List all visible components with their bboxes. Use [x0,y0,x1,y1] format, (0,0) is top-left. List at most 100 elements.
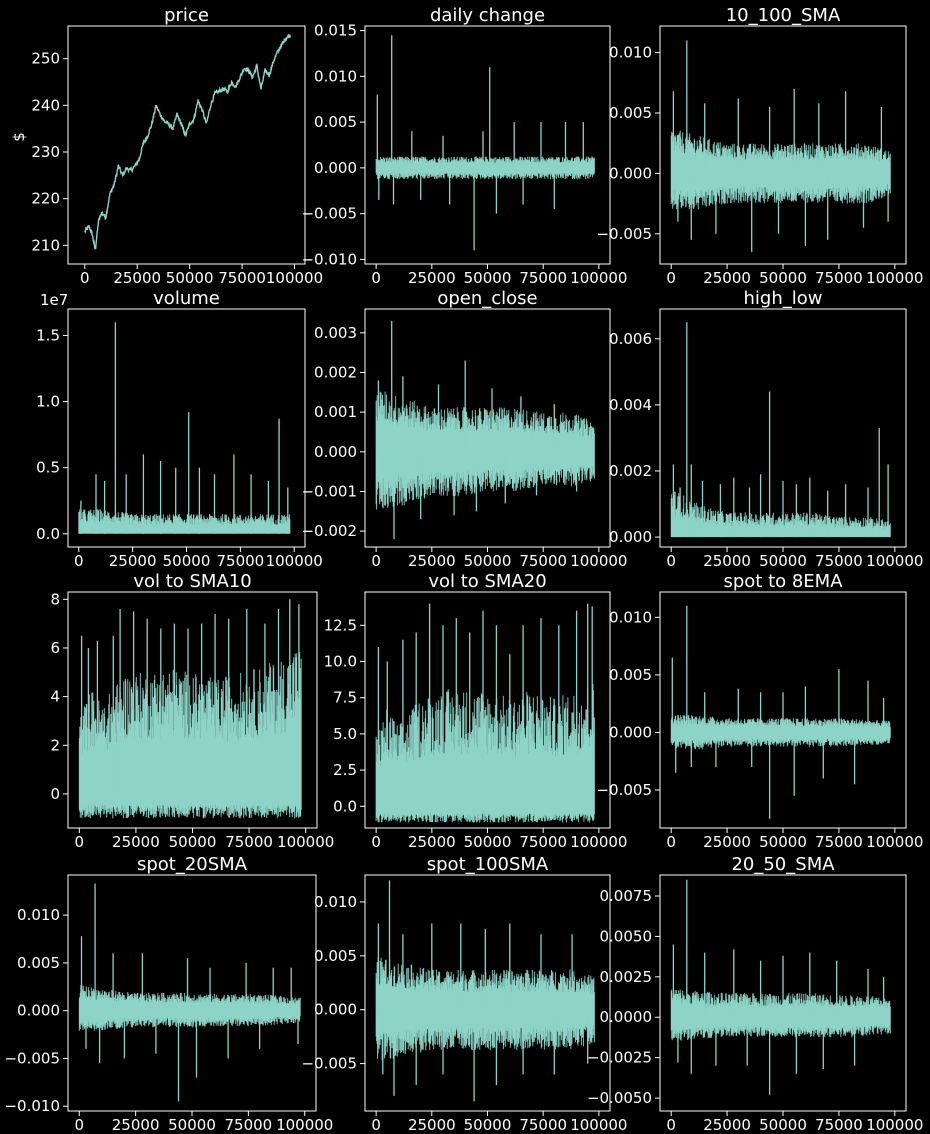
x-tick-label: 100000 [866,269,923,287]
subplot-title: 20_50_SMA [731,854,835,875]
y-tick-label: 0.003 [314,324,357,342]
y-tick-label: −0.005 [301,1055,357,1073]
y-tick-label: −0.005 [301,205,357,223]
subplot-title: daily change [430,5,545,26]
y-tick-label: 0.0025 [600,968,653,986]
y-tick-label: 6 [50,639,60,657]
y-tick-label: 1.0 [36,393,60,411]
subplot-5: 0 25000 50000 75000 100000 −0.002 −0.001 0.000 0… [301,288,627,570]
series-group [670,40,891,252]
x-tick-label: 75000 [519,269,567,287]
subplot-10: 0 25000 50000 75000 100000 −0.010 −0.005 0.000 0… [4,854,333,1134]
subplot-11: 0 25000 50000 75000 100000 −0.005 0.000 0.005 0.… [301,854,627,1134]
axes-frame [67,25,306,265]
series-group [670,605,891,819]
subplot-title: spot_20SMA [137,854,248,875]
subplot-title: high_low [744,288,823,309]
series-band [670,989,891,1041]
x-tick-label: 50000 [759,552,807,570]
y-tick-label: −0.0050 [587,1089,652,1107]
series-band [670,714,891,750]
x-tick-label: 50000 [163,552,211,570]
series-group [84,33,291,250]
x-tick-label: 100000 [570,833,627,851]
x-tick-label: 50000 [168,1116,216,1134]
y-tick-label: 0.000 [609,723,652,741]
x-tick-label: 100000 [276,1116,333,1134]
subplot-6: 0 25000 50000 75000 100000 0.000 0.002 0.004 0.0… [609,288,923,570]
series-band [670,491,891,538]
y-tick-label: 12.5 [324,616,357,634]
y-tick-label: 0.000 [314,159,357,177]
series-band [375,957,595,1061]
subplot-7: 0 25000 50000 75000 100000 0 2 4 6 8 vol to SMA10 [50,571,334,851]
y-tick-label: −0.001 [301,482,357,500]
y-offset-label: 1e7 [40,291,68,309]
y-tick-label: 1.5 [36,326,60,344]
y-tick-label: 0.006 [609,330,652,348]
x-tick-label: 75000 [815,833,863,851]
subplot-2: 0 25000 50000 75000 100000 −0.010 −0.005 0.000 0… [301,5,627,287]
y-tick-label: 0.005 [17,954,60,972]
subplot-3: 0 25000 50000 75000 100000 −0.005 0.000 0.005 0.… [596,5,923,287]
y-tick-label: −0.0025 [587,1049,652,1067]
x-tick-label: 75000 [519,552,567,570]
subplot-title: 10_100_SMA [726,5,841,26]
x-tick-label: 50000 [166,269,214,287]
x-tick-label: 0 [371,552,381,570]
x-tick-label: 75000 [815,552,863,570]
y-tick-label: 0 [50,785,60,803]
subplot-title: volume [153,288,220,309]
x-tick-label: 75000 [218,269,266,287]
x-tick-label: 100000 [266,552,323,570]
x-tick-label: 0 [80,269,90,287]
y-tick-label: 0.010 [609,44,652,62]
subplot-4: 0 25000 50000 75000 100000 0.0 0.5 1.0 1.5 volume… [36,288,323,570]
x-tick-label: 100000 [277,833,334,851]
x-tick-label: 75000 [225,1116,273,1134]
y-tick-label: 0.0 [36,525,60,543]
y-tick-label: 0.001 [314,403,357,421]
x-tick-label: 25000 [703,269,751,287]
y-tick-label: 250 [31,50,60,68]
y-tick-label: 0.005 [609,104,652,122]
y-tick-label: 0.000 [314,1001,357,1019]
x-tick-label: 50000 [759,269,807,287]
x-tick-label: 100000 [866,833,923,851]
x-tick-label: 0 [666,833,676,851]
y-tick-label: 240 [31,96,60,114]
y-tick-label: 0.005 [314,113,357,131]
y-tick-label: −0.005 [596,781,652,799]
x-tick-label: 0 [371,269,381,287]
series-group [670,879,891,1095]
x-tick-label: 100000 [866,552,923,570]
y-tick-label: 0.0 [333,797,357,815]
x-tick-label: 50000 [464,1116,512,1134]
x-tick-label: 100000 [570,269,627,287]
x-tick-label: 50000 [464,833,512,851]
y-tick-label: 0.015 [314,22,357,40]
x-tick-label: 0 [371,1116,381,1134]
y-tick-label: 2.5 [333,761,357,779]
series-group [78,599,302,819]
x-tick-label: 25000 [408,269,456,287]
y-tick-label: 0.010 [17,906,60,924]
series-group [375,603,595,823]
x-tick-label: 0 [74,1116,84,1134]
y-tick-label: 0.005 [609,666,652,684]
y-tick-label: 0.002 [314,363,357,381]
y-tick-label: 0.010 [314,893,357,911]
x-tick-label: 100000 [570,1116,627,1134]
subplot-title: vol to SMA10 [133,571,251,592]
x-tick-label: 75000 [519,833,567,851]
x-tick-label: 75000 [815,269,863,287]
series-band [375,391,595,510]
series-band [375,684,595,823]
y-tick-label: 0.005 [314,947,357,965]
subplot-title: spot to 8EMA [723,571,843,592]
subplot-9: 0 25000 50000 75000 100000 −0.005 0.000 0.005 0.… [596,571,923,851]
x-tick-label: 25000 [703,833,751,851]
subplot-12: 0 25000 50000 75000 100000 −0.0050 −0.0025 0.00… [587,854,924,1134]
x-tick-label: 50000 [169,833,217,851]
